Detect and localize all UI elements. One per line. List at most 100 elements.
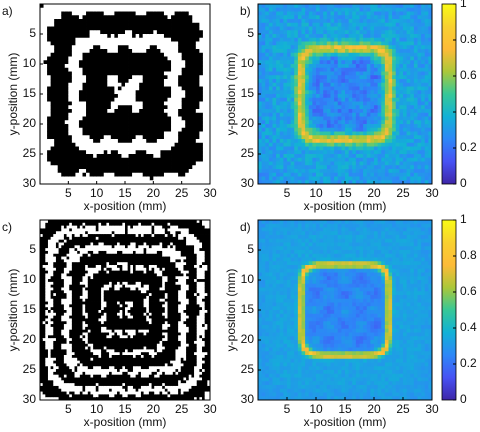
pixel — [195, 154, 200, 159]
pixel — [268, 37, 273, 42]
pixel — [86, 150, 90, 155]
pixel — [96, 120, 101, 125]
pixel — [146, 116, 151, 121]
pixel — [287, 52, 292, 57]
pixel — [202, 64, 207, 69]
pixel — [326, 75, 331, 80]
pixel — [47, 324, 52, 328]
pixel — [341, 127, 346, 132]
pixel — [366, 169, 371, 174]
pixel — [142, 109, 147, 114]
pixel — [421, 139, 426, 144]
pixel — [45, 236, 49, 241]
pixel — [355, 172, 360, 177]
pixel — [174, 19, 179, 24]
pixel — [294, 34, 299, 39]
pixel — [163, 94, 168, 99]
pixel — [50, 321, 54, 325]
pixel — [82, 146, 87, 151]
pixel — [374, 22, 379, 27]
pixel — [149, 41, 154, 46]
pixel — [96, 71, 101, 76]
pixel — [78, 60, 83, 65]
pixel — [265, 4, 270, 9]
pixel — [107, 82, 112, 87]
pixel — [370, 116, 375, 121]
pixel — [370, 41, 375, 46]
pixel — [192, 22, 197, 27]
pixel — [301, 157, 306, 162]
pixel — [417, 26, 422, 31]
pixel — [258, 165, 263, 170]
pixel — [47, 397, 52, 401]
pixel — [47, 236, 52, 241]
pixel — [279, 150, 284, 155]
pixel — [107, 90, 112, 95]
pixel — [287, 19, 292, 24]
pixel — [43, 15, 48, 20]
pixel — [135, 112, 140, 117]
pixel — [352, 45, 357, 50]
pixel — [421, 97, 426, 102]
pixel — [188, 139, 193, 144]
pixel — [290, 120, 295, 125]
pixel — [406, 60, 411, 65]
pixel — [47, 45, 52, 50]
pixel — [337, 180, 342, 185]
pixel — [146, 75, 151, 80]
pixel — [64, 22, 69, 27]
pixel — [319, 7, 324, 12]
pixel — [174, 112, 179, 117]
pixel — [40, 298, 44, 302]
pixel — [64, 101, 69, 106]
pixel — [75, 176, 80, 181]
pixel — [132, 26, 137, 31]
pixel — [348, 64, 353, 69]
pixel — [283, 131, 288, 136]
pixel — [50, 324, 54, 328]
pixel — [103, 4, 108, 9]
pixel — [181, 150, 186, 155]
pixel — [301, 41, 306, 46]
pixel — [135, 15, 140, 20]
pixel — [355, 7, 360, 12]
pixel — [410, 105, 415, 110]
pixel — [42, 346, 46, 350]
pixel — [330, 146, 335, 151]
pixel — [206, 120, 211, 125]
pixel — [294, 67, 299, 72]
pixel — [337, 157, 342, 162]
pixel — [308, 41, 313, 46]
pixel — [334, 165, 339, 170]
pixel — [258, 60, 263, 65]
pixel — [388, 26, 393, 31]
pixel — [86, 60, 90, 65]
pixel — [107, 49, 112, 54]
pixel — [171, 157, 175, 162]
pixel — [43, 56, 48, 61]
pixel — [47, 352, 52, 356]
pixel — [268, 154, 273, 159]
pixel — [103, 176, 108, 181]
pixel — [185, 142, 190, 147]
pixel — [100, 30, 105, 35]
pixel — [345, 109, 350, 114]
pixel — [163, 142, 168, 147]
pixel — [163, 135, 168, 140]
pixel — [146, 34, 151, 39]
pixel — [68, 131, 73, 136]
pixel — [279, 7, 284, 12]
pixel — [156, 90, 161, 95]
pixel — [42, 335, 46, 339]
pixel — [384, 172, 389, 177]
pixel — [195, 22, 200, 27]
pixel — [348, 90, 353, 95]
pixel — [337, 131, 342, 136]
pixel — [261, 41, 266, 46]
pixel — [268, 26, 273, 31]
pixel — [352, 34, 357, 39]
pixel — [413, 157, 418, 162]
pixel — [114, 131, 119, 136]
pixel — [377, 101, 382, 106]
pixel — [305, 116, 310, 121]
